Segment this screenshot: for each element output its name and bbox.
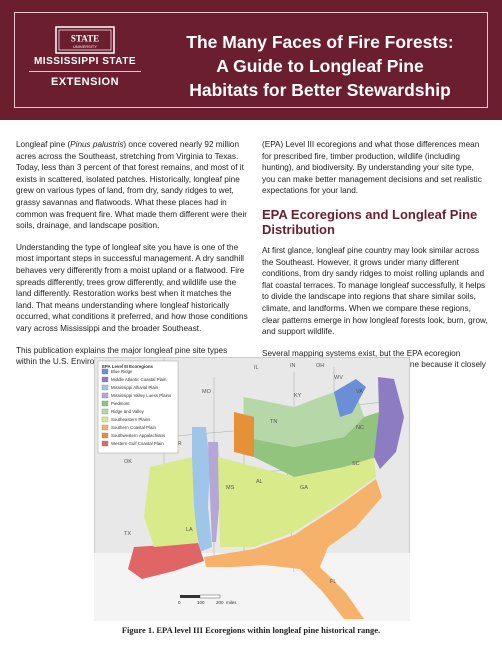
legend-label: Blue Ridge — [111, 369, 133, 374]
region-western-gulf-coastal-plain — [128, 543, 204, 579]
region-mississippi-valley-loess-plains — [208, 442, 220, 542]
state-label-oh: OH — [316, 363, 324, 369]
state-label-mo: MO — [202, 389, 212, 395]
svg-text:UNIVERSITY: UNIVERSITY — [73, 44, 97, 49]
university-name: MISSISSIPPI STATE — [33, 56, 137, 67]
legend-label: Western Gulf Coastal Plain — [111, 441, 164, 446]
legend-label: Mississippi Valley Loess Plains — [111, 393, 172, 398]
left-column: Longleaf pine (Pinus palustris) once cov… — [16, 139, 248, 378]
state-label-al: AL — [256, 479, 263, 485]
scientific-name: Pinus palustris — [70, 140, 124, 149]
figure-caption: Figure 1. EPA level III Ecoregions withi… — [121, 625, 381, 635]
region-middle-atlantic-coastal-plain — [374, 377, 404, 469]
state-label-fl: FL — [330, 579, 336, 585]
title-line-3: Habitats for Better Stewardship — [189, 80, 451, 100]
legend-swatch — [101, 392, 109, 399]
scale-tick-100: 100 — [197, 600, 205, 605]
region-southern-coastal-plain — [204, 479, 382, 619]
legend-swatch — [101, 416, 109, 423]
legend-label: Piedmont — [111, 401, 130, 406]
legend-box — [97, 360, 179, 454]
legend-swatch — [101, 408, 109, 415]
state-label-la: LA — [186, 527, 193, 533]
legend-label: Southeastern Plains — [111, 417, 151, 422]
legend-swatch — [101, 432, 109, 439]
region-mississippi-alluvial-plain — [192, 427, 212, 552]
state-label-va: VA — [356, 389, 363, 395]
header-banner: STATE UNIVERSITY MISSISSIPPI STATE EXTEN… — [0, 0, 502, 120]
intro-paragraph: Longleaf pine (Pinus palustris) once cov… — [16, 140, 248, 231]
region-southwestern-appalachians — [234, 412, 254, 457]
state-label-sc: SC — [352, 461, 360, 467]
state-label-ms: MS — [226, 485, 235, 491]
legend-label: Southern Coastal Plain — [111, 425, 156, 430]
legend-swatch — [101, 424, 109, 431]
state-label-il: IL — [254, 365, 259, 371]
legend-label: Mississippi Alluvial Plain — [111, 385, 159, 390]
extension-label: EXTENSION — [50, 76, 120, 88]
scale-tick-200: 200 — [216, 600, 224, 605]
legend-swatch — [101, 440, 109, 447]
region-southeastern-plains-east — [218, 457, 376, 547]
title-line-2: A Guide to Longleaf Pine — [216, 56, 424, 76]
svg-text:STATE: STATE — [71, 34, 99, 44]
scale-unit: miles — [226, 600, 237, 605]
legend-swatch — [101, 368, 109, 375]
ecoregion-map-svg: IL IN OH WV VA KY TN NC SC AR MS AL GA L… — [93, 356, 411, 622]
region-southeastern-plains-west — [144, 457, 198, 547]
state-label-wv: WV — [334, 375, 343, 381]
legend-swatch — [101, 400, 109, 407]
state-label-nc: NC — [356, 425, 364, 431]
state-label-in: IN — [290, 363, 296, 369]
section-heading: EPA Ecoregions and Longleaf Pine Distrib… — [262, 206, 478, 238]
state-label-tn: TN — [270, 419, 277, 425]
right-column: (EPA) Level III ecoregions and what thos… — [262, 139, 488, 381]
region-ridge-and-valley — [244, 387, 364, 447]
legend-swatch — [101, 376, 109, 383]
site-type-paragraph: Understanding the type of longleaf site … — [16, 242, 248, 333]
header-frame — [14, 12, 488, 108]
legend-items: Blue Ridge Middle Atlantic Coastal Plain M… — [101, 368, 172, 447]
map-legend: EPA Level III Ecoregions Blue Ridge Middl… — [97, 360, 179, 454]
title-line-1: The Many Faces of Fire Forests: — [186, 32, 454, 52]
legend-label: Ridge and Valley — [111, 409, 145, 414]
ecoregion-map: IL IN OH WV VA KY TN NC SC AR MS AL GA L… — [93, 356, 411, 622]
scale-bar: 0 100 200 miles — [178, 594, 237, 605]
state-label-tx: TX — [124, 531, 131, 537]
legend-label: Southwestern Appalachians — [111, 433, 166, 438]
region-blue-ridge — [334, 379, 366, 417]
scale-tick-0: 0 — [178, 600, 181, 605]
state-label-ky: KY — [294, 393, 302, 399]
logo-divider — [29, 71, 141, 72]
state-label-ga: GA — [300, 485, 308, 491]
continued-paragraph: (EPA) Level III ecoregions and what thos… — [262, 140, 482, 196]
legend-label: Middle Atlantic Coastal Plain — [111, 377, 167, 382]
legend-swatch — [101, 384, 109, 391]
region-piedmont — [244, 412, 379, 477]
ecoregion-paragraph: At first glance, longleaf pine country m… — [262, 245, 488, 337]
page-title: The Many Faces of Fire Forests: A Guide … — [160, 30, 480, 102]
state-label-ok: OK — [124, 459, 132, 465]
msu-extension-logo[interactable]: STATE UNIVERSITY MISSISSIPPI STATE EXTEN… — [22, 26, 148, 88]
msu-seal-icon: STATE UNIVERSITY — [55, 26, 115, 54]
legend-title: EPA Level III Ecoregions — [102, 364, 154, 369]
region-florida-peninsula — [324, 571, 364, 619]
